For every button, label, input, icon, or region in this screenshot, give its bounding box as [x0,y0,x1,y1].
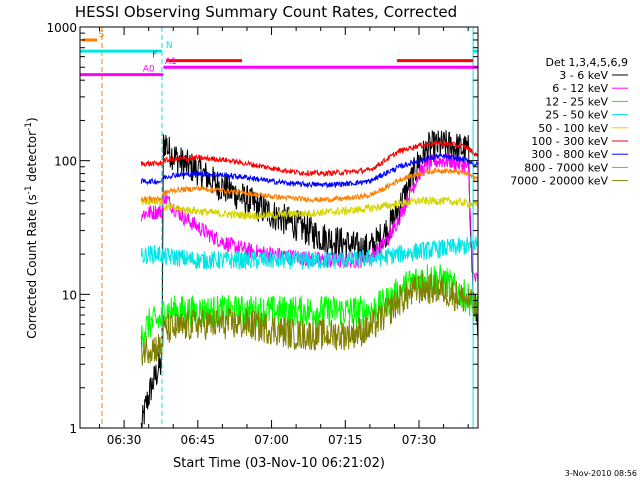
legend-label-5: 50 - 100 keV [538,122,608,135]
legend-label-7: 300 - 800 keV [531,148,608,161]
timestamp: 3-Nov-2010 08:56 [565,469,637,478]
x-tick-label-5: 07:30 [402,433,437,447]
series-line-8 [140,167,478,204]
plot-frame [79,26,479,429]
series-line-5 [140,195,478,221]
legend-label-8: 800 - 7000 keV [524,161,608,174]
legend-label-3: 12 - 25 keV [545,95,608,108]
flag-label-7: A1 [165,57,177,67]
x-tick-label-1: 06:30 [107,433,142,447]
y-tick-label-2: 10 [62,288,77,302]
flag-label-6: A0 [143,65,155,75]
legend-label-4: 25 - 50 keV [545,109,608,122]
axis-layer: 06:30 06:45 07:00 07:15 07:30 1 10 100 1000 [46,21,478,447]
x-tick-label-3: 07:00 [254,433,289,447]
flag-label-2: N [166,41,173,51]
series-line-7 [140,152,478,189]
y-axis-label: Corrected Count Rate (s-1 detector-1) [24,117,39,338]
legend-label-9: 7000 - 20000 keV [510,175,608,188]
y-tick-label-3: 100 [54,155,77,169]
chart-title: HESSI Observing Summary Count Rates, Cor… [75,3,457,21]
series-line-6 [140,139,478,178]
x-tick-label-4: 07:15 [328,433,363,447]
x-axis-label: Start Time (03-Nov-10 06:21:02) [173,456,385,471]
x-tick-label-2: 06:45 [181,433,216,447]
flag-label-4: F [152,51,157,61]
flag-label-1: S [99,30,105,40]
legend-title: Det 1,3,4,5,6,9 [545,56,628,69]
series-line-9 [140,272,478,366]
y-tick-label-4: 1000 [46,21,77,35]
legend-label-6: 100 - 300 keV [531,135,608,148]
series-line-4 [140,236,478,270]
series-layer [140,129,478,428]
flag-label-layer: S NF A0 A1 [99,30,177,75]
marker-layer [80,27,478,428]
legend-label-1: 3 - 6 keV [559,69,608,82]
y-tick-label-1: 1 [69,422,77,436]
legend-label-2: 6 - 12 keV [552,82,608,95]
